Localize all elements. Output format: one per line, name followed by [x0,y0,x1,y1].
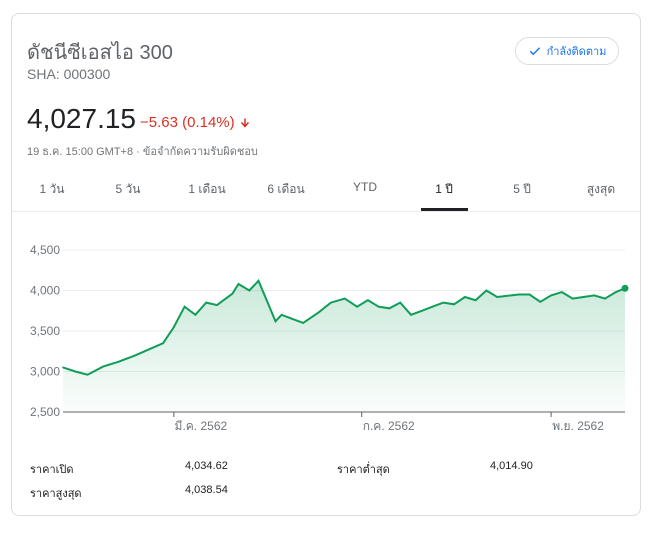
price-point [134,354,137,357]
price-point [74,370,77,373]
price-point [539,301,542,303]
x-axis: มี.ค. 2562 ก.ค. 2562 พ.ย. 2562 [173,412,604,433]
price-chart: 2,500 3,000 3,500 4,000 4,500 มี.ค. 2562 ก.ค.… [30,243,629,433]
stat-low-label: ราคาต่ำสุด [337,464,390,476]
tab-5-days[interactable]: 5 วัน [115,182,141,196]
tab-6-months[interactable]: 6 เดือน [267,182,305,196]
price-point [571,297,574,300]
quote-timestamp[interactable]: 19 ธ.ค. 15:00 GMT+8 · ข้อจำกัดความรับผิด… [27,146,258,158]
price-point [291,318,294,320]
y-tick-label: 3,000 [30,365,60,379]
price-point [474,299,477,302]
price-change: −5.63 (0.14%) [140,114,251,131]
price-point [604,297,606,300]
price-point [62,366,64,369]
price-point [162,342,164,344]
price-point [343,297,346,300]
price-point [485,289,488,292]
stat-open-label: ราคาเปิด [30,464,74,476]
price-point [205,301,207,304]
price-point [453,303,455,306]
price-points [62,279,629,376]
x-tick-label: ก.ค. 2562 [363,419,415,433]
price-point [464,296,466,298]
price-point [86,373,89,376]
last-price-point [621,284,629,292]
price-point [330,301,332,304]
stat-open-value: 4,034.62 [185,460,228,472]
ticker-symbol: SHA: 000300 [27,66,111,82]
price-point [582,296,585,298]
price-point [231,292,234,295]
tab-1-day[interactable]: 1 วัน [39,182,65,196]
check-icon [529,47,540,56]
price-point [377,305,380,308]
price-point [420,309,423,312]
price-point [550,294,552,297]
price-point [183,305,186,308]
price-point [528,293,531,296]
price-point [399,301,402,304]
price-point [257,279,260,282]
price-point [102,365,104,368]
y-tick-label: 4,500 [30,243,60,257]
index-title: ดัชนีซีเอสไอ 300 [27,42,173,64]
tab-max[interactable]: สูงสุด [586,182,616,196]
range-tabs: 1 วัน 5 วัน 1 เดือน 6 เดือน YTD 1 ปี 5 ป… [12,174,640,212]
price-point [274,320,277,323]
tab-ytd[interactable]: YTD [353,180,377,194]
stat-high-value: 4,038.54 [185,484,228,496]
y-tick-label: 2,500 [30,405,60,419]
tab-5-years[interactable]: 5 ปี [513,182,531,196]
price-point [216,304,218,306]
price-change-value: −5.63 (0.14%) [140,114,235,131]
price-line [62,279,626,376]
price-point [410,314,412,316]
y-axis: 2,500 3,000 3,500 4,000 4,500 [30,243,60,419]
arrow-down-icon [240,118,249,128]
stat-low-value: 4,014.90 [490,460,533,472]
x-tick-label: พ.ย. 2562 [552,419,604,433]
tab-1-month[interactable]: 1 เดือน [188,182,226,196]
x-tick-label: มี.ค. 2562 [175,419,228,433]
active-tab-indicator [421,208,468,211]
stats-table: ราคาเปิด 4,034.62 ราคาต่ำสุด 4,014.90 รา… [12,454,640,504]
price-point [388,307,391,310]
price-point [442,301,445,304]
price-point [248,289,251,292]
tab-1-year[interactable]: 1 ปี [435,182,453,196]
price-point [194,314,197,316]
price-point [173,326,175,328]
price-point [356,305,358,308]
y-tick-label: 3,500 [30,324,60,338]
follow-button[interactable]: กำลังติดตาม [515,37,619,65]
price-point [614,291,617,293]
price-point [593,294,596,297]
price-point [431,305,434,308]
price-point [496,296,499,298]
price-point [117,360,120,363]
price-point [517,293,520,296]
y-tick-label: 4,000 [30,284,60,298]
price-point [317,311,320,314]
current-price: 4,027.15 [27,103,136,134]
price-point [561,291,563,293]
price-point [280,314,283,316]
price-area [63,280,625,412]
stat-high-label: ราคาสูงสุด [30,488,82,500]
follow-button-label: กำลังติดตาม [546,46,607,58]
stock-card: ดัชนีซีเอสไอ 300 SHA: 000300 กำลังติดตาม… [11,13,641,516]
price-point [302,322,304,324]
price-point [367,299,369,302]
price-point [237,283,240,285]
